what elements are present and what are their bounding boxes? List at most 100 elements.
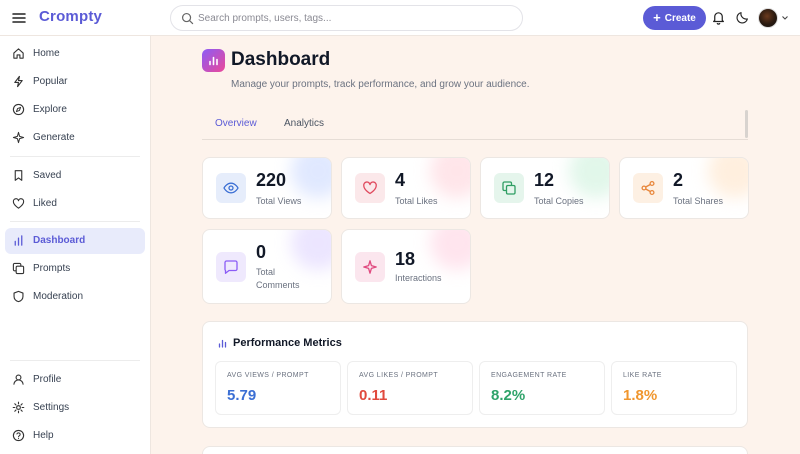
sidebar-divider (10, 360, 140, 361)
sidebar-item-settings[interactable]: Settings (5, 395, 145, 421)
copy-icon (12, 262, 25, 275)
sidebar-item-liked[interactable]: Liked (5, 191, 145, 217)
user-icon (13, 374, 24, 385)
sidebar-item-explore[interactable]: Explore (5, 97, 145, 123)
dashboard-title-icon (202, 49, 225, 72)
stat-card-comments[interactable]: 0 Total Comments (202, 229, 332, 304)
stat-card-views[interactable]: 220 Total Views (202, 157, 332, 219)
stat-icon-box (633, 173, 663, 203)
metric-value: 5.79 (227, 387, 257, 404)
create-label: Create (664, 12, 696, 24)
metric-label: LIKE RATE (623, 372, 662, 379)
stat-label: Total Comments (256, 267, 300, 290)
sidebar-item-popular[interactable]: Popular (5, 69, 145, 95)
stat-icon-box (355, 173, 385, 203)
stat-value: 4 (395, 170, 406, 190)
top-header: Crompty + Create (0, 0, 800, 36)
create-button[interactable]: + Create (643, 6, 706, 30)
metric-label: AVG VIEWS / PROMPT (227, 372, 309, 379)
sidebar: Home Popular Explore Generate Saved Like… (0, 36, 151, 454)
sidebar-item-label: Prompts (33, 263, 71, 274)
stat-card-likes[interactable]: 4 Total Likes (341, 157, 471, 219)
card-glow (291, 158, 331, 198)
stat-label: Total Shares (673, 196, 724, 206)
metric-like-rate: LIKE RATE 1.8% (611, 361, 737, 415)
sidebar-item-label: Generate (33, 132, 75, 143)
comment-icon (224, 260, 238, 274)
sidebar-item-prompts[interactable]: Prompts (5, 256, 145, 282)
share-icon (641, 180, 655, 196)
metric-engagement-rate: ENGAGEMENT RATE 8.2% (479, 361, 605, 415)
stat-card-interactions[interactable]: 18 Interactions (341, 229, 471, 304)
sidebar-item-generate[interactable]: Generate (5, 125, 145, 151)
help-icon (12, 429, 25, 442)
stat-value: 18 (395, 249, 416, 269)
card-glow (430, 230, 470, 270)
stat-icon-box (216, 252, 246, 282)
menu-icon[interactable] (11, 10, 27, 26)
tab-bar: Overview Analytics (202, 110, 748, 140)
sidebar-item-label: Saved (33, 170, 62, 181)
card-glow (430, 158, 470, 198)
search-input[interactable] (198, 10, 508, 27)
compass-icon (12, 103, 25, 116)
bar-chart-icon (218, 339, 227, 348)
metric-label: ENGAGEMENT RATE (491, 372, 567, 379)
sidebar-item-help[interactable]: Help (5, 423, 145, 449)
search-bar[interactable] (170, 5, 523, 31)
eye-icon (223, 182, 239, 194)
home-icon (13, 48, 24, 59)
sidebar-item-dashboard[interactable]: Dashboard (5, 228, 145, 254)
sidebar-item-moderation[interactable]: Moderation (5, 284, 145, 310)
stat-value: 220 (256, 170, 287, 190)
lightning-icon (14, 75, 23, 88)
gear-icon (12, 401, 25, 414)
page-subtitle: Manage your prompts, track performance, … (231, 79, 530, 90)
metric-label: AVG LIKES / PROMPT (359, 372, 439, 379)
page-title: Dashboard (231, 49, 331, 70)
sidebar-item-label: Settings (33, 402, 70, 413)
sparkle-icon (363, 260, 377, 274)
stat-value: 12 (534, 170, 555, 190)
sidebar-item-label: Liked (33, 198, 57, 209)
scrollbar[interactable] (745, 110, 748, 138)
stat-value: 2 (673, 170, 684, 190)
tab-analytics[interactable]: Analytics (284, 118, 325, 129)
avatar[interactable] (758, 8, 778, 28)
plus-icon: + (653, 10, 661, 25)
sidebar-item-saved[interactable]: Saved (5, 163, 145, 189)
app-logo[interactable]: Crompty (39, 8, 103, 25)
stat-card-copies[interactable]: 12 Total Copies (480, 157, 610, 219)
sidebar-item-profile[interactable]: Profile (5, 367, 145, 393)
bell-icon[interactable] (711, 10, 726, 25)
sidebar-divider (10, 156, 140, 157)
stat-icon-box (216, 173, 246, 203)
bar-chart-icon (209, 56, 218, 66)
stat-label: Total Views (256, 196, 302, 206)
moon-icon[interactable] (736, 10, 750, 24)
stat-card-shares[interactable]: 2 Total Shares (619, 157, 749, 219)
sidebar-item-home[interactable]: Home (5, 41, 145, 67)
next-section-card (202, 446, 748, 454)
stat-icon-box (494, 173, 524, 203)
sidebar-item-label: Dashboard (33, 235, 86, 246)
sidebar-item-label: Profile (33, 374, 62, 385)
sparkle-icon (12, 131, 25, 144)
sidebar-divider (10, 221, 140, 222)
sidebar-item-label: Explore (33, 104, 67, 115)
card-glow (569, 158, 609, 198)
stat-label: Total Copies (534, 196, 584, 206)
card-glow (291, 230, 331, 270)
tab-overview[interactable]: Overview (215, 118, 257, 129)
heart-icon (12, 198, 25, 209)
chevron-down-icon[interactable] (781, 14, 789, 22)
shield-icon (13, 290, 24, 303)
heart-icon (363, 181, 377, 195)
metric-value: 0.11 (359, 387, 388, 404)
stat-label: Interactions (395, 273, 442, 283)
sidebar-item-label: Moderation (33, 291, 84, 302)
sidebar-item-label: Help (33, 430, 54, 441)
metric-avg-views: AVG VIEWS / PROMPT 5.79 (215, 361, 341, 415)
sidebar-item-label: Popular (33, 76, 68, 87)
section-title: Performance Metrics (233, 337, 342, 349)
